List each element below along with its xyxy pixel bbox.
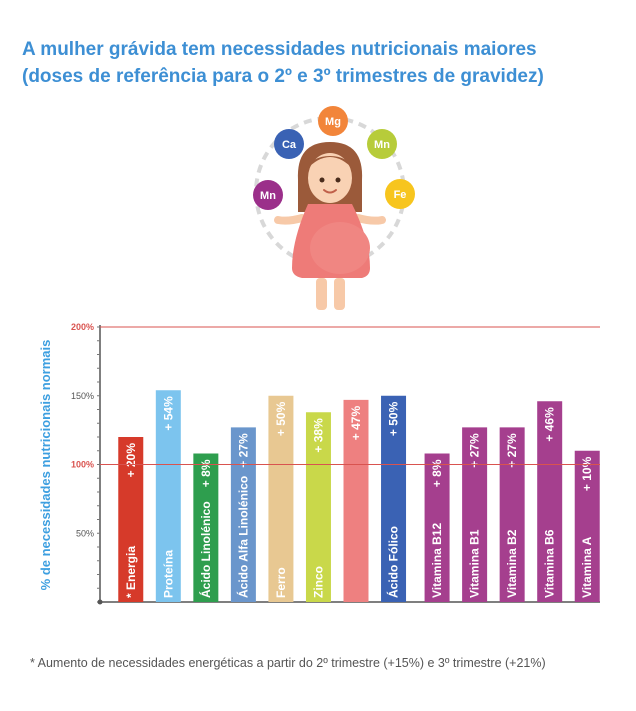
hair-fringe — [306, 156, 354, 170]
smile — [323, 189, 337, 194]
y-tick-label: 50% — [76, 528, 94, 538]
mineral-mn-left: Mn — [253, 180, 283, 210]
bar-value-label: + 54% — [161, 396, 175, 431]
bar-value-label: + 20% — [124, 443, 138, 478]
bar-category-label: Zinco — [311, 566, 325, 598]
bar — [343, 399, 369, 602]
bar — [499, 427, 525, 602]
chart-title: A mulher grávida tem necessidades nutric… — [22, 36, 622, 90]
left-eye — [319, 177, 325, 183]
bar-value-label: + 50% — [387, 401, 401, 436]
bar-value-label: + 27% — [468, 433, 482, 468]
bar — [305, 412, 331, 602]
bar-value-label: + 27% — [236, 433, 250, 468]
bar — [268, 395, 294, 602]
pregnant-woman-illustration: Mg Ca Mn Mn Fe — [253, 106, 415, 310]
mineral-mg: Mg — [318, 106, 348, 136]
bar-value-label: + 27% — [505, 433, 519, 468]
bar-category-label: Vitamina B1 — [468, 529, 482, 598]
bar-category-label: Vitamina B12 — [430, 523, 444, 598]
mineral-fe: Fe — [385, 179, 415, 209]
chart-title-line-2: (doses de referência para o 2º e 3º trim… — [22, 66, 544, 87]
right-eye — [335, 177, 341, 183]
bar-category-label: Ácido Alfa Linolénico — [235, 476, 250, 598]
y-tick-label: 150% — [71, 391, 94, 401]
svg-text:Mn: Mn — [374, 139, 390, 151]
y-tick-label: 100% — [71, 460, 94, 470]
bar-value-label: + 8% — [430, 459, 444, 487]
bar — [424, 453, 450, 602]
svg-text:Mn: Mn — [260, 190, 276, 202]
axis-origin-dot — [97, 599, 103, 605]
belly — [310, 222, 370, 274]
face — [308, 153, 352, 203]
bar-category-label: * Energia — [124, 546, 138, 598]
bar-value-label: + 47% — [349, 406, 363, 441]
svg-text:Ca: Ca — [282, 139, 297, 151]
svg-text:Fe: Fe — [394, 189, 407, 201]
right-arm — [354, 214, 386, 225]
bar-category-label: Vitamina A — [580, 536, 594, 598]
bar-category-label: Proteína — [161, 550, 175, 598]
bar — [462, 427, 488, 602]
mineral-mn-right: Mn — [367, 129, 397, 159]
bar-value-label: + 38% — [311, 418, 325, 453]
bar-category-label: Vitamina B2 — [505, 529, 519, 598]
y-axis-label: % de necessidades nutricionais normais — [38, 340, 53, 591]
bar — [230, 427, 256, 602]
bar — [193, 453, 219, 602]
bar-category-label: Ferro — [274, 567, 288, 598]
bar-value-label: + 10% — [580, 456, 594, 491]
svg-text:Mg: Mg — [325, 116, 341, 128]
bar-category-label: Ácido Fólico — [386, 526, 401, 598]
bar — [155, 390, 181, 602]
bar-value-label: + 50% — [274, 401, 288, 436]
chart-title-line-1: A mulher grávida tem necessidades nutric… — [22, 39, 537, 60]
bar-category-label: Ácido Linolénico — [198, 501, 213, 598]
left-leg — [316, 278, 327, 310]
bar — [537, 401, 563, 602]
y-tick-label: 200% — [71, 322, 94, 332]
bar-value-label: + 46% — [543, 407, 557, 442]
bar — [574, 450, 600, 602]
left-arm — [274, 214, 306, 225]
right-leg — [334, 278, 345, 310]
footnote: * Aumento de necessidades energéticas a … — [30, 656, 546, 670]
bar — [381, 395, 407, 602]
bar-value-label: + 8% — [199, 459, 213, 487]
bar-category-label: Vitamina B6 — [543, 529, 557, 598]
mineral-ca: Ca — [274, 129, 304, 159]
